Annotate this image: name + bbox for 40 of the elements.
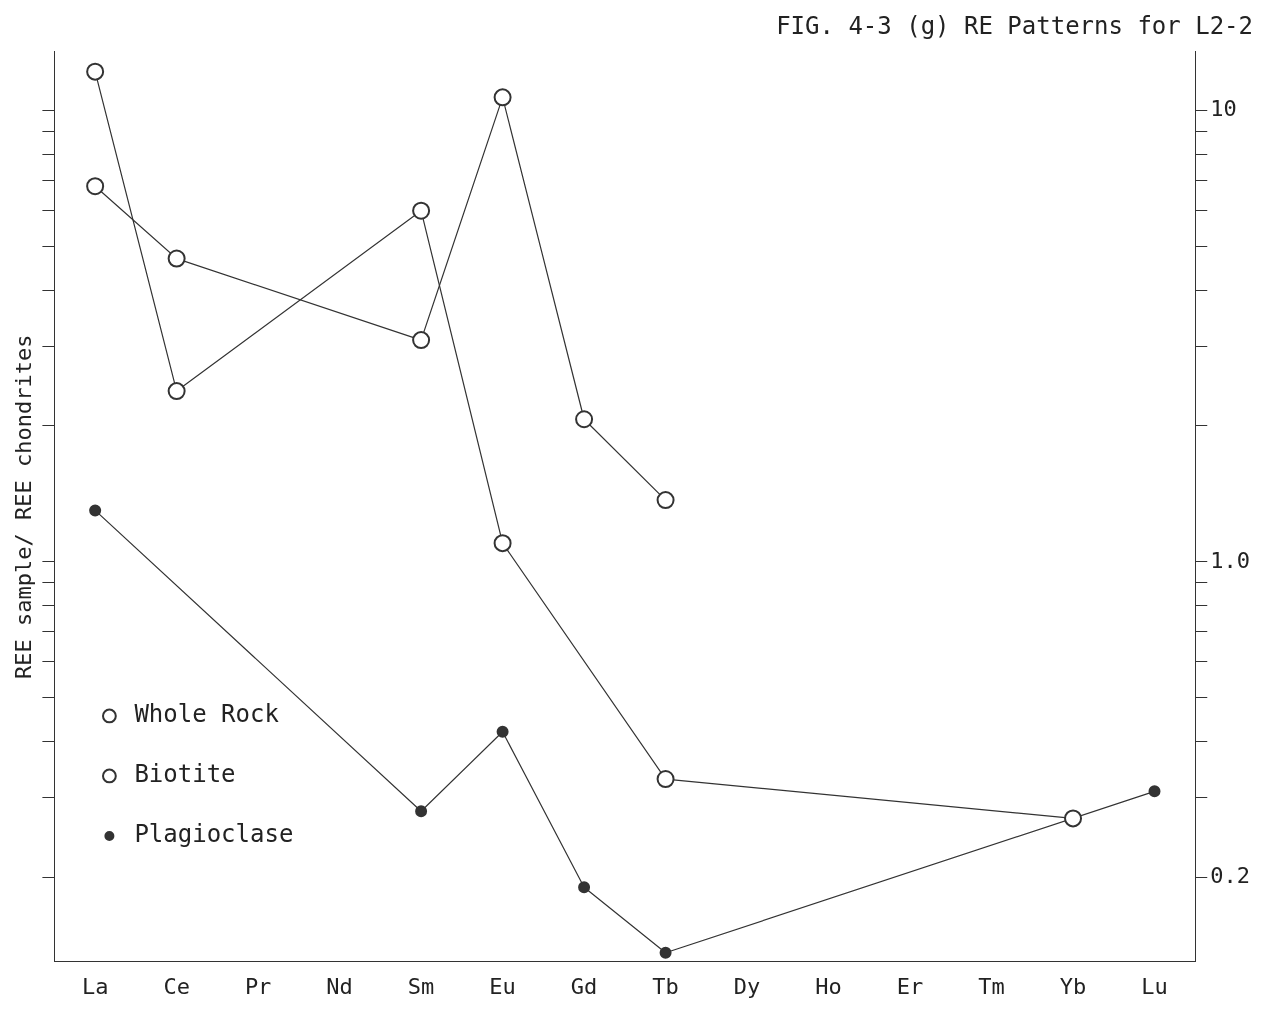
x-tick-label: Ce	[163, 973, 190, 999]
legend-label: Biotite	[134, 760, 236, 789]
y-tick-label: 0.2	[1210, 862, 1251, 888]
x-tick-label: Eu	[489, 973, 516, 999]
point	[86, 177, 105, 196]
point	[412, 331, 431, 350]
point	[493, 534, 512, 553]
x-tick-label: Gd	[570, 973, 598, 999]
point	[1148, 785, 1161, 798]
x-tick-label: Nd	[326, 973, 353, 999]
point	[1064, 809, 1083, 828]
y-tick-label: 1.0	[1210, 547, 1251, 573]
chart-title: FIG. 4-3 (g) RE Patterns for L2-2	[776, 11, 1253, 40]
y-axis-title: REE sample/ REE chondrites	[10, 334, 36, 679]
point	[496, 725, 509, 738]
point	[493, 88, 512, 107]
x-tick-label: Sm	[407, 973, 435, 999]
x-tick-label: Er	[896, 973, 924, 999]
x-tick-label: Yb	[1059, 973, 1087, 999]
x-tick-label: Lu	[1141, 973, 1168, 999]
point	[412, 201, 431, 220]
x-tick-label: Tb	[652, 973, 679, 999]
x-tick-label: La	[81, 973, 109, 999]
point	[656, 491, 675, 510]
point	[575, 410, 594, 429]
point	[415, 805, 428, 818]
point	[86, 62, 105, 81]
x-tick-label: Ho	[815, 973, 842, 999]
point	[89, 504, 102, 517]
point	[659, 946, 672, 959]
point	[167, 249, 186, 268]
legend-label: Plagioclase	[134, 820, 294, 849]
x-tick-label: Dy	[733, 973, 761, 999]
y-tick-label: 10	[1210, 96, 1237, 122]
point	[578, 881, 591, 894]
point	[167, 382, 186, 401]
x-tick-label: Pr	[244, 973, 272, 999]
point	[656, 770, 675, 789]
x-tick-label: Tm	[978, 973, 1005, 999]
legend-label: Whole Rock	[134, 700, 280, 729]
